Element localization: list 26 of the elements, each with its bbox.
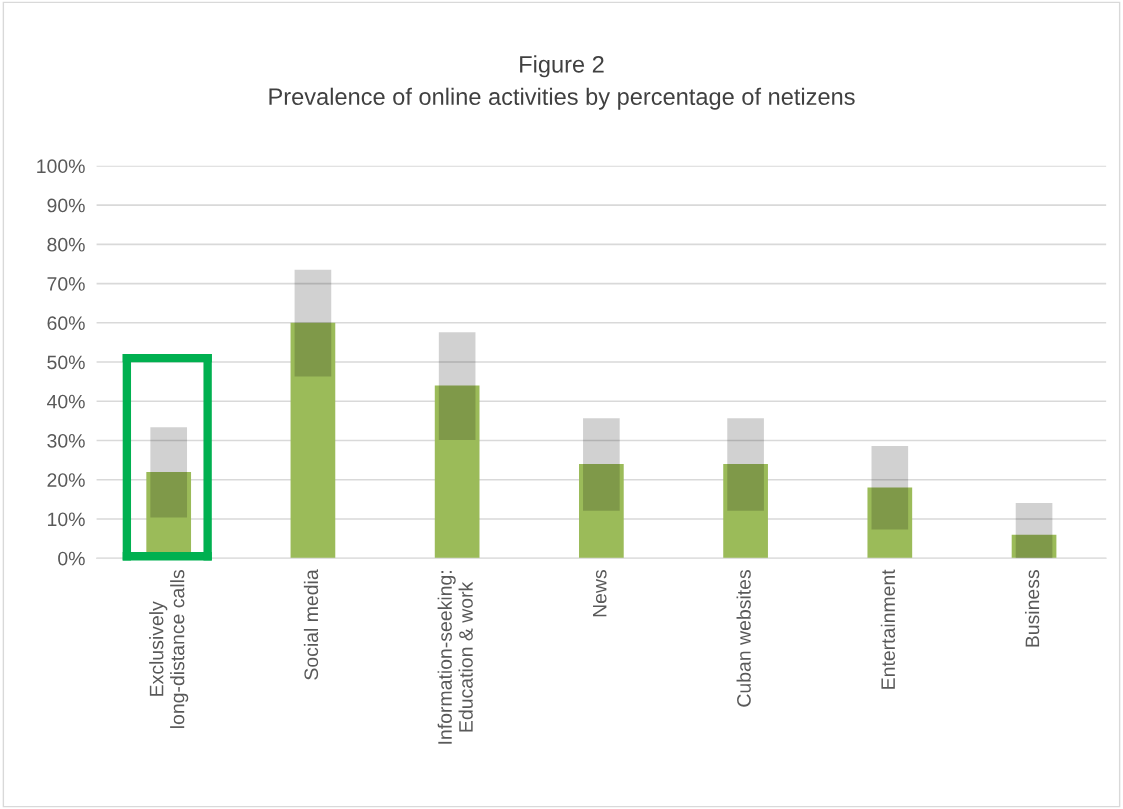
- y-tick-label: 40%: [47, 394, 85, 409]
- x-tick-label: Exclusively long-distance calls: [149, 570, 189, 728]
- x-tick-label: Cuban websites: [736, 570, 751, 707]
- y-tick-label: 70%: [47, 277, 85, 291]
- bar: [434, 385, 480, 559]
- chart-subtitle: Prevalence of online activities by percentage of netizens: [269, 87, 855, 110]
- x-tick-label: Information-seeking: Education & work: [437, 571, 473, 744]
- y-tick-label: 100%: [37, 159, 85, 174]
- chart-title: Figure 2: [520, 55, 604, 78]
- bar: [579, 464, 624, 559]
- x-tick-label: News: [593, 570, 607, 617]
- x-tick-label: Entertainment: [880, 569, 896, 689]
- x-tick-label: Social media: [303, 569, 319, 680]
- bar: [290, 322, 336, 559]
- bar: [1011, 534, 1057, 559]
- y-tick-label: 80%: [47, 237, 85, 252]
- y-tick-label: 20%: [47, 473, 85, 487]
- bar: [723, 464, 768, 559]
- y-tick-label: 10%: [48, 512, 85, 527]
- y-tick-label: 50%: [47, 355, 85, 370]
- x-tick-label: Business: [1024, 570, 1040, 647]
- y-tick-label: 0%: [58, 551, 85, 566]
- y-tick-label: 90%: [47, 198, 85, 213]
- y-tick-label: 30%: [47, 433, 85, 448]
- y-tick-label: 60%: [47, 316, 85, 331]
- bar: [867, 487, 913, 559]
